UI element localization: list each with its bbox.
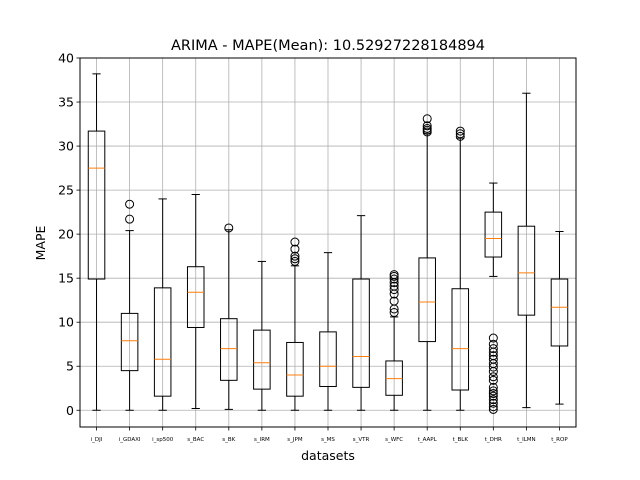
x-tick-label: t_BLK bbox=[453, 437, 469, 443]
x-tick-label: i_DJI bbox=[91, 437, 103, 443]
outlier-point bbox=[389, 285, 399, 295]
boxes bbox=[87, 73, 569, 414]
outlier-point bbox=[389, 281, 399, 291]
outlier-point bbox=[290, 237, 300, 247]
y-tick-label: 0 bbox=[66, 403, 74, 418]
outlier-point bbox=[488, 395, 498, 405]
outlier-point bbox=[488, 402, 498, 412]
outlier-point bbox=[389, 308, 399, 318]
outlier-point bbox=[455, 126, 465, 136]
x-tick-label: s_BK bbox=[222, 437, 235, 443]
outlier-point bbox=[389, 274, 399, 284]
x-tick-label: i_GDAXI bbox=[119, 437, 141, 443]
outlier-point bbox=[455, 129, 465, 139]
box-i_GDAXI bbox=[120, 199, 139, 411]
y-tick-label: 15 bbox=[58, 271, 74, 286]
box-s_BAC bbox=[186, 194, 205, 410]
outlier-point bbox=[488, 389, 498, 399]
outlier-point bbox=[125, 214, 135, 224]
box-t_AAPL bbox=[418, 114, 436, 411]
outlier-point bbox=[488, 382, 498, 392]
x-tick-label: t_ILMN bbox=[517, 437, 535, 443]
iqr-box bbox=[220, 318, 238, 381]
y-axis-label: MAPE bbox=[33, 226, 48, 261]
x-tick-label: s_MS bbox=[321, 437, 335, 443]
box-s_JPM bbox=[286, 237, 304, 411]
x-tick-label: s_VTR bbox=[353, 437, 370, 443]
box-s_MS bbox=[319, 252, 337, 411]
outlier-point bbox=[290, 254, 300, 264]
iqr-box bbox=[186, 266, 205, 328]
x-tick-label: t_DHR bbox=[485, 437, 502, 443]
x-axis-label: datasets bbox=[301, 448, 355, 463]
y-tick-label: 20 bbox=[58, 227, 74, 242]
iqr-box bbox=[286, 341, 304, 397]
iqr-box bbox=[120, 312, 139, 372]
outlier-point bbox=[422, 121, 432, 131]
y-tick-label: 5 bbox=[66, 359, 74, 374]
box-t_DHR bbox=[484, 182, 503, 414]
box-i_DJI bbox=[87, 73, 106, 411]
iqr-box bbox=[418, 257, 436, 343]
box-t_ILMN bbox=[517, 92, 536, 409]
box-s_BK bbox=[220, 223, 238, 410]
outlier-point bbox=[488, 339, 498, 349]
outlier-point bbox=[488, 351, 498, 361]
outlier-point bbox=[290, 251, 300, 261]
x-tick-label: s_BAC bbox=[187, 437, 204, 443]
outlier-point bbox=[488, 375, 498, 385]
y-tick-label: 40 bbox=[58, 51, 74, 66]
outlier-point bbox=[389, 270, 399, 280]
iqr-box bbox=[550, 278, 569, 347]
outlier-point bbox=[488, 398, 498, 408]
y-tick-label: 30 bbox=[58, 139, 74, 154]
y-tick-label: 10 bbox=[58, 315, 74, 330]
outlier-point bbox=[422, 123, 432, 133]
outlier-point bbox=[488, 333, 498, 343]
outlier-point bbox=[224, 223, 234, 233]
outlier-point bbox=[488, 354, 498, 364]
iqr-box bbox=[484, 211, 503, 258]
outlier-point bbox=[488, 372, 498, 382]
box-t_BLK bbox=[451, 126, 470, 411]
iqr-box bbox=[517, 225, 536, 316]
box-s_VTR bbox=[352, 215, 370, 411]
iqr-box bbox=[87, 130, 106, 280]
chart-title: ARIMA - MAPE(Mean): 10.52927228184894 bbox=[171, 38, 485, 54]
iqr-box bbox=[352, 278, 370, 388]
box-i_sp500 bbox=[153, 198, 172, 411]
box-t_ROP bbox=[550, 230, 569, 405]
iqr-box bbox=[153, 287, 172, 397]
x-tick-label: i_sp500 bbox=[152, 437, 174, 443]
y-tick-label: 35 bbox=[58, 95, 74, 110]
x-axis: i_DJI i_GDAXI i_sp500 s_BAC s_BK s_IRM s_JPM s_… bbox=[91, 427, 568, 443]
x-tick-label: s_WFC bbox=[385, 437, 403, 443]
y-tick-label: 25 bbox=[58, 183, 74, 198]
box-s_IRM bbox=[253, 260, 271, 411]
outlier-point bbox=[290, 244, 300, 254]
outlier-point bbox=[290, 256, 300, 266]
x-tick-label: s_IRM bbox=[254, 437, 270, 443]
iqr-box bbox=[253, 329, 271, 390]
y-axis: 0 5 10 15 20 25 30 35 40 bbox=[58, 51, 80, 418]
outlier-point bbox=[389, 296, 399, 306]
x-tick-label: t_ROP bbox=[551, 437, 568, 443]
outlier-point bbox=[488, 344, 498, 354]
box-s_WFC bbox=[385, 270, 403, 411]
outlier-point bbox=[488, 404, 498, 414]
x-tick-label: t_AAPL bbox=[418, 437, 438, 443]
outlier-point bbox=[422, 114, 432, 124]
outlier-point bbox=[488, 391, 498, 401]
iqr-box bbox=[451, 288, 470, 391]
outlier-point bbox=[125, 199, 135, 209]
outlier-point bbox=[488, 386, 498, 396]
x-tick-label: s_JPM bbox=[287, 437, 303, 443]
iqr-box bbox=[319, 331, 337, 387]
outlier-point bbox=[455, 131, 465, 141]
